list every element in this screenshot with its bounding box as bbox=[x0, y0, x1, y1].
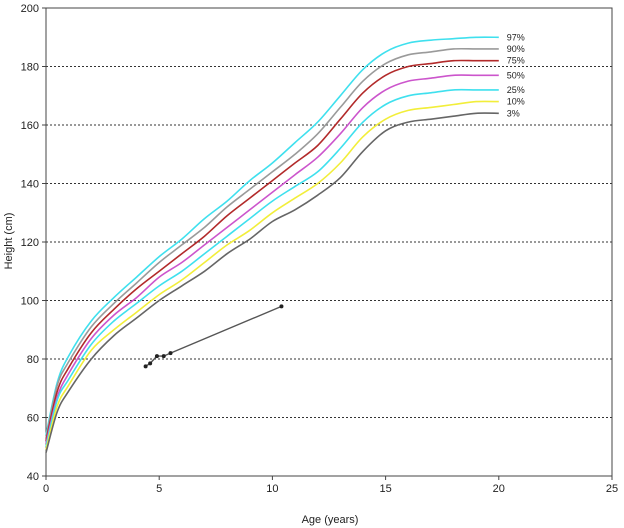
y-axis-label: Height (cm) bbox=[3, 213, 15, 270]
axes: 40 60 80 100 120 140 160 180 200 0 5 10 15 20 25 bbox=[21, 3, 618, 495]
percentile-line-90pct bbox=[45, 47, 499, 439]
y-tick-label: 200 bbox=[21, 3, 39, 15]
patient-point bbox=[148, 361, 153, 366]
percentile-curves bbox=[45, 36, 499, 453]
x-tick-label: 20 bbox=[493, 483, 505, 495]
percentile-label-50pct: 50% bbox=[507, 70, 525, 80]
x-tick-label: 5 bbox=[156, 483, 162, 495]
y-tick-label: 80 bbox=[27, 354, 39, 366]
patient-point bbox=[161, 354, 166, 359]
x-axis-label: Age (years) bbox=[302, 514, 359, 526]
patient-point bbox=[168, 351, 173, 356]
percentile-label-97pct: 97% bbox=[507, 32, 525, 42]
percentile-label-75pct: 75% bbox=[507, 56, 525, 66]
x-tick-label: 15 bbox=[379, 483, 391, 495]
x-tick-label: 10 bbox=[266, 483, 278, 495]
y-tick-label: 160 bbox=[21, 120, 39, 132]
percentile-line-75pct bbox=[45, 59, 499, 442]
y-tick-label: 140 bbox=[21, 179, 39, 191]
percentile-line-25pct bbox=[45, 88, 499, 447]
percentile-label-90pct: 90% bbox=[507, 44, 525, 54]
y-tick-label: 40 bbox=[27, 471, 39, 483]
patient-line bbox=[145, 305, 282, 367]
percentile-labels: 97% 90% 75% 50% 25% 10%3% bbox=[507, 32, 525, 118]
percentile-label-25pct: 25% bbox=[507, 85, 525, 95]
percentile-label-10pct: 10% bbox=[507, 97, 525, 107]
percentile-line-97pct bbox=[45, 36, 499, 436]
patient-measurements bbox=[143, 304, 284, 369]
y-tick-label: 180 bbox=[21, 62, 39, 74]
percentile-line-10pct bbox=[45, 100, 499, 450]
y-tick-label: 120 bbox=[21, 237, 39, 249]
percentile-label-3pct: 3% bbox=[507, 108, 520, 118]
patient-point bbox=[154, 354, 159, 359]
percentile-line-3pct bbox=[45, 112, 499, 453]
percentile-line-50pct bbox=[45, 74, 499, 444]
y-tick-label: 60 bbox=[27, 413, 39, 425]
gridlines bbox=[46, 7, 612, 418]
x-tick-label: 25 bbox=[606, 483, 618, 495]
patient-point bbox=[143, 364, 148, 369]
patient-point bbox=[279, 304, 284, 309]
x-tick-label: 0 bbox=[43, 483, 49, 495]
y-tick-label: 100 bbox=[21, 296, 39, 308]
